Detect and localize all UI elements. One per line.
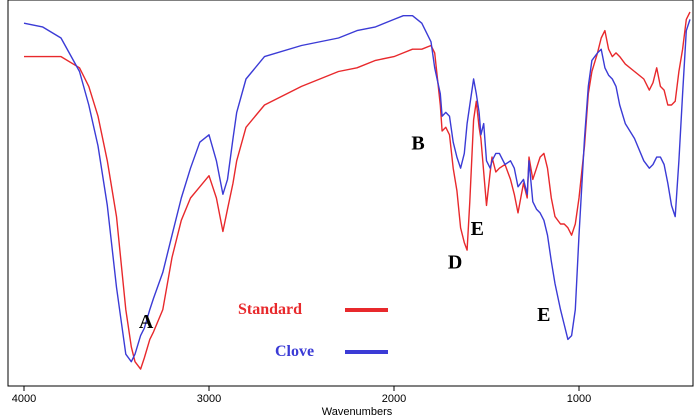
peak-label-a: A xyxy=(139,311,154,333)
legend-label-clove: Clove xyxy=(275,343,314,360)
x-axis-ticks: 4000 3000 2000 1000 xyxy=(12,386,591,405)
plot-frame xyxy=(7,0,694,387)
x-axis-label: Wavenumbers xyxy=(322,406,393,418)
x-tick-label: 4000 xyxy=(12,393,36,405)
legend: Standard Clove xyxy=(238,301,388,360)
peak-label-b: B xyxy=(411,133,424,155)
x-tick-label: 2000 xyxy=(382,393,406,405)
peak-label-d: D xyxy=(448,252,462,274)
legend-label-standard: Standard xyxy=(238,301,302,318)
series-line-standard xyxy=(24,11,691,370)
series-layer xyxy=(23,11,691,370)
x-tick-label: 3000 xyxy=(197,393,221,405)
series-line-clove xyxy=(23,15,691,363)
peak-label-e: E xyxy=(471,218,484,240)
peak-label-e: E xyxy=(537,304,550,326)
x-tick-label: 1000 xyxy=(567,393,591,405)
